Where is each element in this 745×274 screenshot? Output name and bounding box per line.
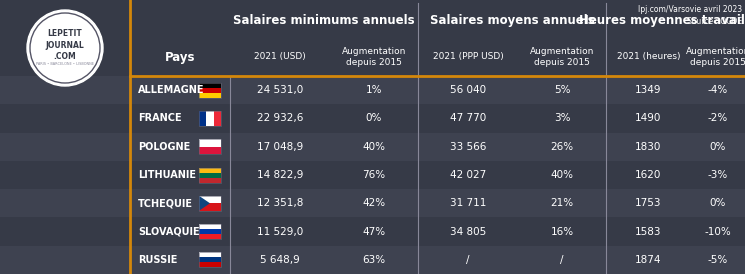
Bar bbox=[0, 246, 745, 274]
Text: 33 566: 33 566 bbox=[450, 142, 486, 152]
Bar bbox=[199, 167, 221, 173]
Text: 40%: 40% bbox=[363, 142, 385, 152]
Text: FRANCE: FRANCE bbox=[138, 113, 182, 123]
Bar bbox=[199, 139, 221, 154]
Text: 22 932,6: 22 932,6 bbox=[257, 113, 303, 123]
Text: 0%: 0% bbox=[710, 142, 726, 152]
Bar bbox=[0, 76, 745, 104]
Text: -3%: -3% bbox=[708, 170, 728, 180]
Bar bbox=[214, 111, 221, 126]
Text: 1874: 1874 bbox=[635, 255, 662, 265]
Text: -10%: -10% bbox=[705, 227, 732, 236]
Text: /: / bbox=[560, 255, 564, 265]
Text: Heures moyennes travaillées: Heures moyennes travaillées bbox=[579, 14, 745, 27]
Text: 26%: 26% bbox=[551, 142, 574, 152]
Text: 42%: 42% bbox=[362, 198, 386, 208]
Bar bbox=[199, 252, 221, 267]
Bar bbox=[199, 262, 221, 267]
Text: Pays: Pays bbox=[165, 50, 195, 64]
Text: 1583: 1583 bbox=[635, 227, 662, 236]
Bar bbox=[199, 173, 221, 178]
Text: 12 351,8: 12 351,8 bbox=[257, 198, 303, 208]
Bar bbox=[199, 167, 221, 182]
Text: 31 711: 31 711 bbox=[450, 198, 486, 208]
Text: 1%: 1% bbox=[366, 85, 382, 95]
Text: Augmentation
depuis 2015: Augmentation depuis 2015 bbox=[530, 47, 595, 67]
Text: PARIS • BARCELONE • LISBONNE: PARIS • BARCELONE • LISBONNE bbox=[36, 62, 94, 66]
Text: 63%: 63% bbox=[362, 255, 386, 265]
Text: 2021 (PPP USD): 2021 (PPP USD) bbox=[433, 53, 504, 61]
Bar bbox=[199, 229, 221, 234]
Text: 42 027: 42 027 bbox=[450, 170, 486, 180]
Text: 1620: 1620 bbox=[635, 170, 662, 180]
Text: 2021 (heures): 2021 (heures) bbox=[617, 53, 680, 61]
Text: 2021 (USD): 2021 (USD) bbox=[254, 53, 306, 61]
Text: 47%: 47% bbox=[362, 227, 386, 236]
Text: 40%: 40% bbox=[551, 170, 574, 180]
Bar bbox=[199, 93, 221, 98]
Bar bbox=[199, 178, 221, 182]
Text: 17 048,9: 17 048,9 bbox=[257, 142, 303, 152]
Bar bbox=[0, 133, 745, 161]
Text: LEPETIT
JOURNAL
.COM: LEPETIT JOURNAL .COM bbox=[45, 29, 84, 61]
Bar bbox=[0, 161, 745, 189]
Text: 1349: 1349 bbox=[635, 85, 662, 95]
Text: 24 531,0: 24 531,0 bbox=[257, 85, 303, 95]
Bar bbox=[199, 83, 221, 88]
Text: 76%: 76% bbox=[362, 170, 386, 180]
Text: 0%: 0% bbox=[366, 113, 382, 123]
Circle shape bbox=[27, 10, 103, 86]
Polygon shape bbox=[199, 196, 210, 211]
Text: 11 529,0: 11 529,0 bbox=[257, 227, 303, 236]
Text: LITHUANIE: LITHUANIE bbox=[138, 170, 196, 180]
Text: Augmentation
depuis 2015: Augmentation depuis 2015 bbox=[342, 47, 406, 67]
Text: SLOVAQUIE: SLOVAQUIE bbox=[138, 227, 200, 236]
Bar bbox=[206, 111, 214, 126]
Text: 3%: 3% bbox=[554, 113, 570, 123]
Bar bbox=[199, 257, 221, 262]
Text: Salaires minimums annuels: Salaires minimums annuels bbox=[233, 14, 415, 27]
Bar bbox=[0, 104, 745, 133]
Bar bbox=[199, 252, 221, 257]
Text: Salaires moyens annuels: Salaires moyens annuels bbox=[430, 14, 595, 27]
Text: /: / bbox=[466, 255, 470, 265]
Text: 5 648,9: 5 648,9 bbox=[260, 255, 300, 265]
Text: 34 805: 34 805 bbox=[450, 227, 486, 236]
Text: lpj.com/Varsovie avril 2023
Source : OCDE: lpj.com/Varsovie avril 2023 Source : OCD… bbox=[638, 5, 742, 27]
Text: RUSSIE: RUSSIE bbox=[138, 255, 177, 265]
Text: 5%: 5% bbox=[554, 85, 570, 95]
Bar bbox=[199, 224, 221, 239]
Bar bbox=[199, 196, 221, 203]
Bar bbox=[199, 139, 221, 147]
Text: POLOGNE: POLOGNE bbox=[138, 142, 190, 152]
Text: Augmentation
depuis 2015: Augmentation depuis 2015 bbox=[686, 47, 745, 67]
Text: 47 770: 47 770 bbox=[450, 113, 486, 123]
Text: ALLEMAGNE: ALLEMAGNE bbox=[138, 85, 204, 95]
Bar bbox=[199, 83, 221, 98]
Text: -4%: -4% bbox=[708, 85, 728, 95]
Bar bbox=[0, 218, 745, 246]
Text: -5%: -5% bbox=[708, 255, 728, 265]
Bar bbox=[0, 189, 745, 218]
Text: 1830: 1830 bbox=[635, 142, 662, 152]
Text: -2%: -2% bbox=[708, 113, 728, 123]
Bar bbox=[199, 203, 221, 211]
Text: 1753: 1753 bbox=[635, 198, 662, 208]
Bar bbox=[199, 234, 221, 239]
Text: 1490: 1490 bbox=[635, 113, 662, 123]
Bar bbox=[199, 111, 221, 126]
Bar bbox=[199, 196, 221, 211]
Bar bbox=[199, 88, 221, 93]
Text: 0%: 0% bbox=[710, 198, 726, 208]
Bar bbox=[199, 224, 221, 229]
Bar bbox=[199, 147, 221, 154]
Text: 14 822,9: 14 822,9 bbox=[257, 170, 303, 180]
Text: 16%: 16% bbox=[551, 227, 574, 236]
Text: TCHEQUIE: TCHEQUIE bbox=[138, 198, 193, 208]
Text: 21%: 21% bbox=[551, 198, 574, 208]
Bar bbox=[199, 111, 206, 126]
Text: 56 040: 56 040 bbox=[450, 85, 486, 95]
